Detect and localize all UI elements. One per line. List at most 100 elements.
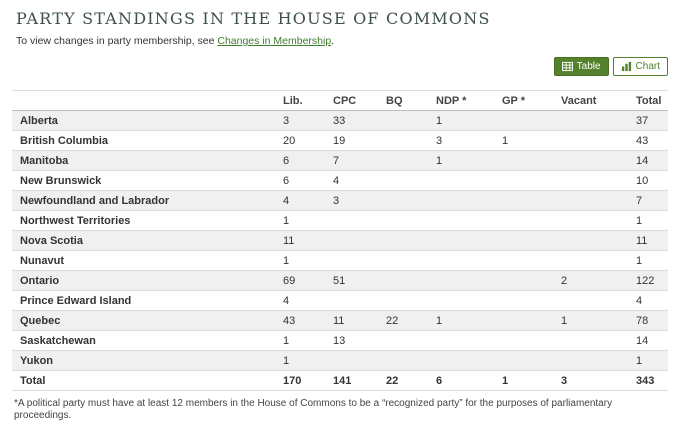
table-cell: 13 <box>325 330 378 351</box>
table-cell <box>378 330 428 351</box>
table-cell <box>378 110 428 131</box>
table-cell: 11 <box>628 230 668 251</box>
table-cell: 11 <box>325 310 378 331</box>
row-header: Alberta <box>12 110 275 131</box>
row-header: Nova Scotia <box>12 230 275 251</box>
table-cell <box>553 250 628 271</box>
table-cell: 1 <box>428 310 494 331</box>
table-cell <box>494 310 553 331</box>
table-cell: 1 <box>628 350 668 371</box>
table-cell: 1 <box>628 250 668 271</box>
table-cell: 43 <box>628 130 668 151</box>
table-total-row: Total 170 141 22 6 1 3 343 <box>12 370 668 391</box>
subtitle-text: To view changes in party membership, see <box>16 35 218 47</box>
table-button-label: Table <box>576 60 601 72</box>
table-cell <box>553 110 628 131</box>
table-cell: 20 <box>275 130 325 151</box>
table-cell <box>378 270 428 291</box>
table-cell: 1 <box>275 350 325 371</box>
table-cell <box>325 350 378 371</box>
table-cell: 122 <box>628 270 668 291</box>
table-cell <box>378 130 428 151</box>
column-header-ndp: NDP * <box>428 90 494 111</box>
table-cell: 14 <box>628 330 668 351</box>
table-cell <box>553 330 628 351</box>
table-cell <box>494 250 553 271</box>
table-row: Quebec 43 11 22 1 1 78 <box>12 310 668 331</box>
table-cell <box>494 270 553 291</box>
table-cell: 19 <box>325 130 378 151</box>
table-cell: 43 <box>275 310 325 331</box>
table-cell <box>553 150 628 171</box>
table-cell: 22 <box>378 370 428 391</box>
page-title: PARTY STANDINGS IN THE HOUSE OF COMMONS <box>16 9 491 28</box>
column-header-province <box>12 90 275 111</box>
column-header-cpc: CPC <box>325 90 378 111</box>
table-cell: 3 <box>428 130 494 151</box>
row-header: Quebec <box>12 310 275 331</box>
table-cell <box>428 190 494 211</box>
table-header-row: Lib. CPC BQ NDP * GP * Vacant Total <box>12 90 668 111</box>
table-cell: 6 <box>275 170 325 191</box>
table-cell <box>494 150 553 171</box>
table-cell: 7 <box>325 150 378 171</box>
table-cell <box>428 210 494 231</box>
table-cell: 6 <box>428 370 494 391</box>
column-header-total: Total <box>628 90 668 111</box>
table-cell: 10 <box>628 170 668 191</box>
table-cell <box>428 250 494 271</box>
table-cell: 1 <box>494 370 553 391</box>
row-header: Nunavut <box>12 250 275 271</box>
subtitle: To view changes in party membership, see… <box>12 35 668 48</box>
table-cell: 4 <box>325 170 378 191</box>
table-row: Northwest Territories 1 1 <box>12 210 668 231</box>
chart-icon <box>621 61 631 72</box>
table-cell <box>428 230 494 251</box>
table-row: Manitoba 6 7 1 14 <box>12 150 668 171</box>
table-view-button[interactable]: Table <box>553 57 609 76</box>
column-header-lib: Lib. <box>275 90 325 111</box>
table-cell <box>494 170 553 191</box>
row-header: Manitoba <box>12 150 275 171</box>
table-cell <box>553 350 628 371</box>
table-cell: 37 <box>628 110 668 131</box>
table-cell <box>378 150 428 171</box>
table-cell <box>428 170 494 191</box>
view-toggle: Table Chart <box>12 57 668 76</box>
table-cell: 1 <box>553 310 628 331</box>
row-header: Yukon <box>12 350 275 371</box>
table-cell <box>494 110 553 131</box>
table-cell <box>378 210 428 231</box>
table-cell: 33 <box>325 110 378 131</box>
table-cell <box>378 290 428 311</box>
chart-view-button[interactable]: Chart <box>612 57 668 76</box>
table-row: Yukon 1 1 <box>12 350 668 371</box>
table-cell <box>378 170 428 191</box>
table-cell: 69 <box>275 270 325 291</box>
footnote: *A political party must have at least 12… <box>14 398 613 421</box>
table-cell: 1 <box>494 130 553 151</box>
table-cell <box>325 210 378 231</box>
table-cell <box>494 230 553 251</box>
table-cell <box>428 270 494 291</box>
row-header: Ontario <box>12 270 275 291</box>
table-cell <box>428 330 494 351</box>
column-header-bq: BQ <box>378 90 428 111</box>
table-row: Nova Scotia 11 11 <box>12 230 668 251</box>
table-cell <box>494 350 553 371</box>
table-cell <box>378 230 428 251</box>
table-cell: 170 <box>275 370 325 391</box>
table-row: Prince Edward Island 4 4 <box>12 290 668 311</box>
table-cell: 343 <box>628 370 668 391</box>
table-cell <box>553 290 628 311</box>
table-icon <box>561 61 573 72</box>
table-cell <box>553 170 628 191</box>
table-cell: 6 <box>275 150 325 171</box>
table-cell: 22 <box>378 310 428 331</box>
changes-in-membership-link[interactable]: Changes in Membership <box>217 35 332 47</box>
table-cell <box>378 250 428 271</box>
table-cell: 1 <box>428 150 494 171</box>
table-row: Saskatchewan 1 13 14 <box>12 330 668 351</box>
table-cell <box>494 190 553 211</box>
